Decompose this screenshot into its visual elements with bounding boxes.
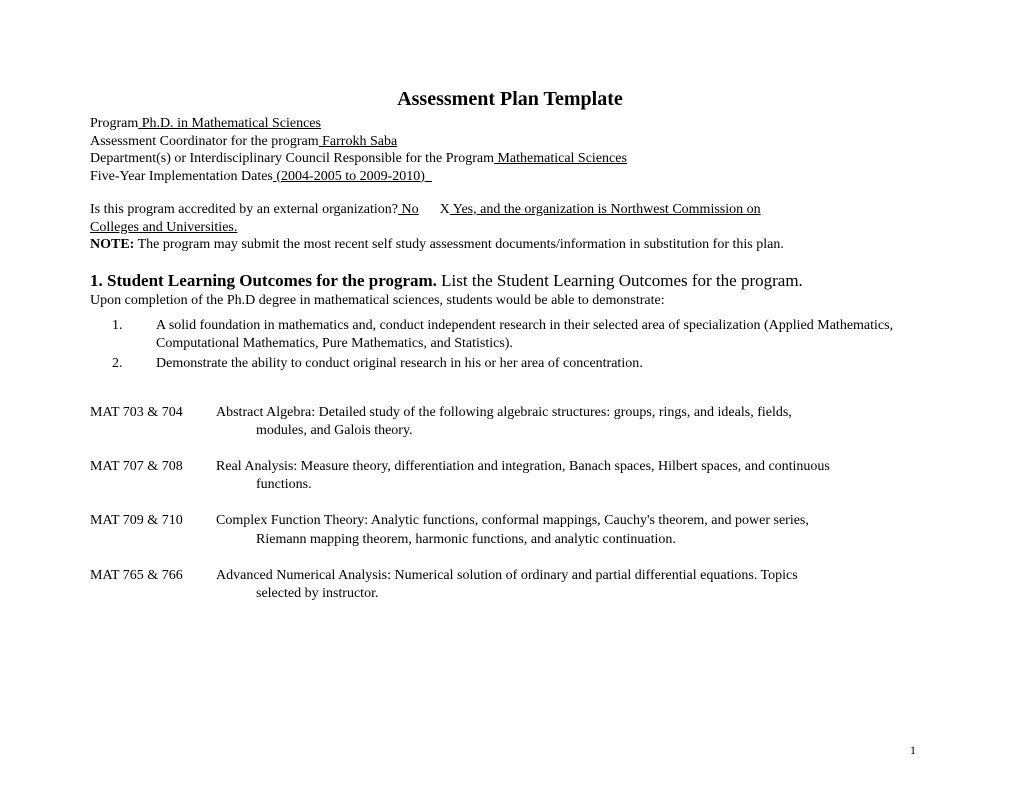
dept-label: Department(s) or Interdisciplinary Counc…: [90, 151, 494, 166]
section1-heading: 1. Student Learning Outcomes for the pro…: [90, 270, 930, 292]
course-line1: Advanced Numerical Analysis: Numerical s…: [216, 568, 798, 583]
course-line2: Riemann mapping theorem, harmonic functi…: [216, 531, 930, 549]
program-label: Program: [90, 116, 138, 131]
section1-heading-bold: 1. Student Learning Outcomes for the pro…: [90, 271, 437, 290]
course-code: MAT 709 & 710: [90, 512, 216, 530]
course-desc: Real Analysis: Measure theory, different…: [216, 458, 930, 494]
field-coordinator: Assessment Coordinator for the program F…: [90, 133, 930, 151]
course-line1: Real Analysis: Measure theory, different…: [216, 459, 830, 474]
dates-value: (2004-2005 to 2009-2010)_: [273, 169, 432, 184]
accred-no: No: [398, 202, 419, 217]
dept-value: Mathematical Sciences: [494, 151, 627, 166]
item-number: 1.: [90, 317, 156, 335]
dates-label: Five-Year Implementation Dates: [90, 169, 273, 184]
field-department: Department(s) or Interdisciplinary Counc…: [90, 150, 930, 168]
course-desc: Abstract Algebra: Detailed study of the …: [216, 404, 930, 440]
item-text: Demonstrate the ability to conduct origi…: [156, 355, 930, 373]
accreditation-line: Is this program accredited by an externa…: [90, 201, 930, 219]
page-number: 1: [910, 743, 916, 758]
course-desc: Complex Function Theory: Analytic functi…: [216, 512, 930, 548]
course-line2: selected by instructor.: [216, 585, 930, 603]
item-number: 2.: [90, 355, 156, 373]
course-line2: modules, and Galois theory.: [216, 422, 930, 440]
document-title: Assessment Plan Template: [90, 88, 930, 111]
accred-x: X: [440, 202, 450, 217]
coord-value: Farrokh Saba: [319, 134, 398, 149]
item-text: A solid foundation in mathematics and, c…: [156, 317, 930, 353]
field-dates: Five-Year Implementation Dates (2004-200…: [90, 168, 930, 186]
section1-intro: Upon completion of the Ph.D degree in ma…: [90, 292, 930, 310]
outcomes-list: 1. A solid foundation in mathematics and…: [90, 317, 930, 374]
course-line2: functions.: [216, 476, 930, 494]
accreditation-line2: Colleges and Universities.: [90, 219, 930, 237]
field-program: Program Ph.D. in Mathematical Sciences: [90, 115, 930, 133]
accred-question: Is this program accredited by an externa…: [90, 202, 398, 217]
course-code: MAT 765 & 766: [90, 567, 216, 585]
course-row: MAT 707 & 708 Real Analysis: Measure the…: [90, 458, 930, 494]
document-page: Assessment Plan Template Program Ph.D. i…: [0, 0, 1020, 603]
accred-org1: Northwest Commission on: [611, 202, 761, 217]
note-line: NOTE: The program may submit the most re…: [90, 236, 930, 254]
course-desc: Advanced Numerical Analysis: Numerical s…: [216, 567, 930, 603]
accred-org2: Colleges and Universities.: [90, 220, 237, 235]
course-code: MAT 703 & 704: [90, 404, 216, 422]
list-item: 1. A solid foundation in mathematics and…: [90, 317, 930, 353]
course-row: MAT 703 & 704 Abstract Algebra: Detailed…: [90, 404, 930, 440]
course-code: MAT 707 & 708: [90, 458, 216, 476]
program-value: Ph.D. in Mathematical Sciences: [138, 116, 321, 131]
course-row: MAT 765 & 766 Advanced Numerical Analysi…: [90, 567, 930, 603]
course-row: MAT 709 & 710 Complex Function Theory: A…: [90, 512, 930, 548]
accred-yes: Yes, and the organization is: [450, 202, 611, 217]
course-line1: Abstract Algebra: Detailed study of the …: [216, 405, 792, 420]
course-line1: Complex Function Theory: Analytic functi…: [216, 513, 809, 528]
coord-label: Assessment Coordinator for the program: [90, 134, 319, 149]
note-text: The program may submit the most recent s…: [134, 237, 783, 252]
list-item: 2. Demonstrate the ability to conduct or…: [90, 355, 930, 373]
section1-heading-tail: List the Student Learning Outcomes for t…: [437, 271, 803, 290]
note-label: NOTE:: [90, 237, 134, 252]
